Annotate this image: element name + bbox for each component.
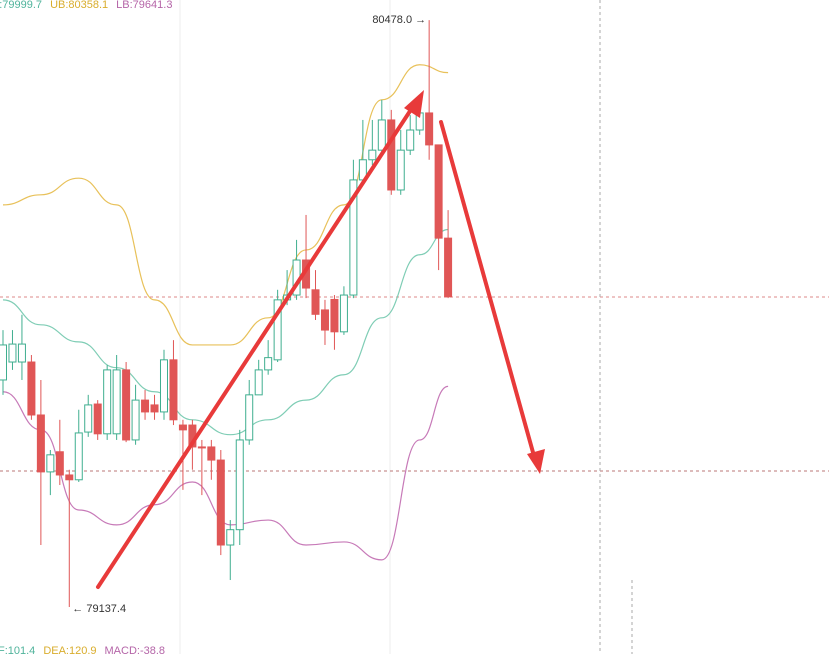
low-label: ← 79137.4 xyxy=(72,603,126,615)
labels: 80478.0 → ← 79137.4 LL:79999.7 UB:80358.1 LB… xyxy=(0,0,426,654)
high-label: 80478.0 → xyxy=(372,14,426,26)
candle-body xyxy=(46,454,55,473)
legend-entry: DEA:120.9 xyxy=(43,645,96,654)
legend-entry: DIF:101.4 xyxy=(0,645,35,654)
legend-entry: LL:79999.7 xyxy=(0,0,42,11)
candle-body xyxy=(122,369,131,441)
candle-body xyxy=(197,446,206,449)
candle-body xyxy=(368,149,377,161)
legend-entry: MACD:-38.8 xyxy=(105,645,166,654)
candle-body xyxy=(339,294,348,333)
candle-body xyxy=(273,299,282,361)
candle-body xyxy=(245,394,254,441)
candle-body xyxy=(65,474,74,481)
candle-body xyxy=(103,369,112,435)
candle-body xyxy=(112,369,121,435)
candle-body xyxy=(141,399,150,413)
candle-body xyxy=(74,432,83,481)
candle-body xyxy=(226,529,235,546)
candle-body xyxy=(254,369,263,396)
candle-body xyxy=(159,359,168,413)
candle-body xyxy=(406,129,415,151)
candle-body xyxy=(311,289,320,315)
arrow-head xyxy=(404,90,424,118)
plot xyxy=(0,20,453,607)
candle-body xyxy=(387,119,396,191)
grid xyxy=(179,0,391,654)
candle-body xyxy=(330,298,339,333)
candle-body xyxy=(131,399,140,441)
up-arrow xyxy=(96,103,416,589)
candle-body xyxy=(178,424,187,431)
candle-body xyxy=(8,343,17,363)
candle-body xyxy=(207,446,216,461)
candle-body xyxy=(0,344,7,381)
candle-body xyxy=(36,414,45,473)
candle-body xyxy=(55,451,64,476)
legend-entry: LB:79641.3 xyxy=(116,0,172,11)
candle-body xyxy=(425,112,434,146)
candle-body xyxy=(349,179,358,296)
candle-body xyxy=(84,404,93,433)
arrow-head xyxy=(527,449,545,474)
candle-body xyxy=(216,459,225,546)
candle-body xyxy=(264,357,273,371)
down-arrow xyxy=(439,120,536,458)
candle-body xyxy=(27,361,36,416)
candle-body xyxy=(235,439,244,531)
candle-body xyxy=(444,237,453,298)
candle-body xyxy=(93,403,102,435)
legend-entry: UB:80358.1 xyxy=(50,0,108,11)
band-line xyxy=(2,228,449,436)
band-line xyxy=(2,64,449,346)
candle-body xyxy=(377,119,386,151)
arrows xyxy=(96,90,545,589)
candle-body xyxy=(169,359,178,421)
candle-body xyxy=(17,343,26,363)
candle-body xyxy=(150,404,159,413)
candle-body xyxy=(320,309,329,331)
candle-body xyxy=(396,149,405,191)
candle-body xyxy=(434,144,443,239)
